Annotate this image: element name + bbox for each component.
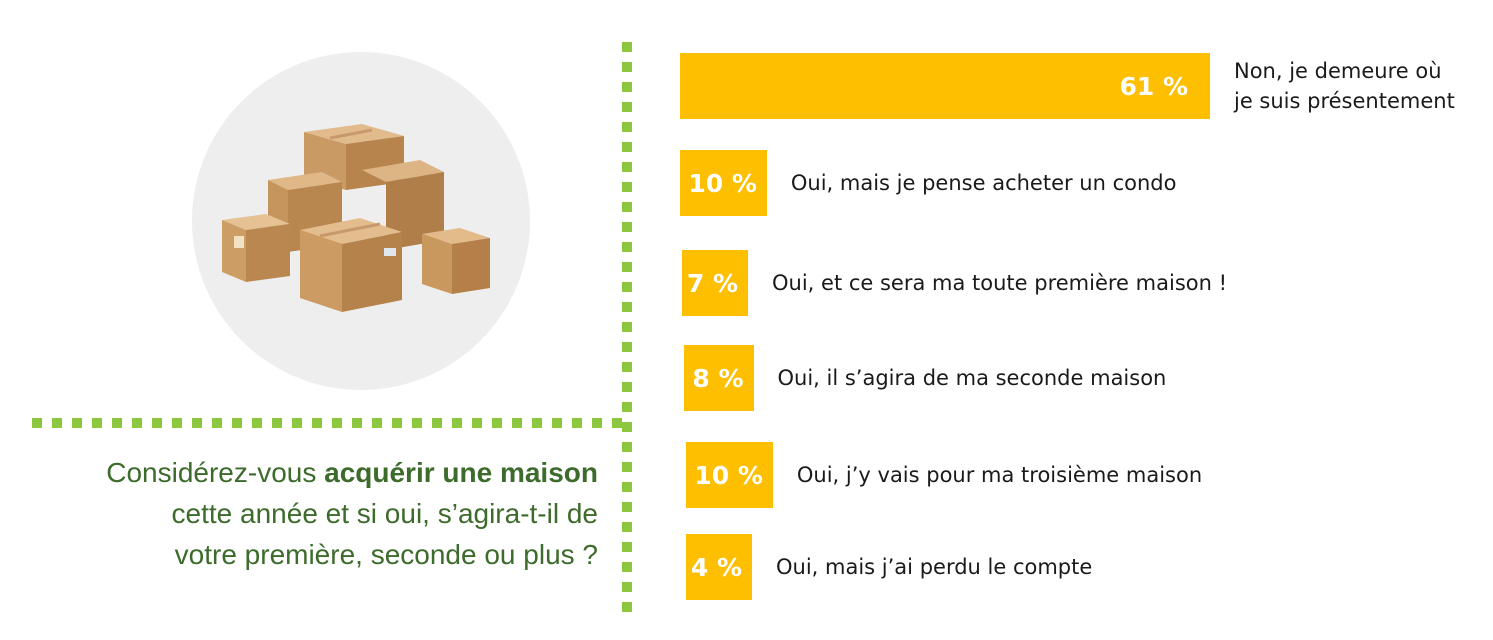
bar-2: 10 % <box>680 150 767 216</box>
question-line-1: Considérez-vous acquérir une maison <box>20 452 598 493</box>
question-line-2: cette année et si oui, s’agira-t-il de <box>171 498 598 529</box>
answer-label-line: Oui, mais j’ai perdu le compte <box>776 555 1093 579</box>
answer-label-line: Oui, j’y vais pour ma troisième maison <box>796 463 1203 487</box>
cardboard-boxes-icon <box>222 124 490 312</box>
answer-label-line: Oui, et ce sera ma toute première maison… <box>772 271 1228 295</box>
bar-value-label: 10 % <box>694 460 763 490</box>
question-text-start: Considérez-vous <box>106 457 325 488</box>
bar-value-label: 61 % <box>1119 71 1188 101</box>
answer-label-3: Oui, et ce sera ma toute première maison… <box>772 268 1227 298</box>
question-line-3: votre première, seconde ou plus ? <box>174 539 598 570</box>
bar-value-label: 8 % <box>692 363 744 393</box>
bar-value-label: 10 % <box>688 168 757 198</box>
bar-1: 61 % <box>680 53 1210 119</box>
answer-label-4: Oui, il s’agira de ma seconde maison <box>778 363 1167 393</box>
vertical-dotted-divider <box>622 42 632 612</box>
answer-label-line: Oui, mais je pense acheter un condo <box>790 171 1177 195</box>
question-emphasis: acquérir une maison <box>324 457 598 488</box>
answer-label-1: Non, je demeure où je suis présentement <box>1234 56 1455 116</box>
answer-label-2: Oui, mais je pense acheter un condo <box>791 168 1177 198</box>
survey-question: Considérez-vous acquérir une maison cett… <box>20 452 598 575</box>
bar-3: 7 % <box>682 250 748 316</box>
answer-label-6: Oui, mais j’ai perdu le compte <box>776 552 1092 582</box>
bar-6: 4 % <box>686 534 752 600</box>
answer-label-5: Oui, j’y vais pour ma troisième maison <box>797 460 1202 490</box>
answer-label-line: Non, je demeure où <box>1234 59 1442 83</box>
bar-5: 10 % <box>686 442 773 508</box>
horizontal-dotted-divider <box>32 418 632 428</box>
answer-label-line: Oui, il s’agira de ma seconde maison <box>777 366 1167 390</box>
bar-4: 8 % <box>684 345 754 411</box>
answer-label-line: je suis présentement <box>1234 89 1455 113</box>
bar-value-label: 4 % <box>690 552 742 582</box>
bar-value-label: 7 % <box>686 268 738 298</box>
